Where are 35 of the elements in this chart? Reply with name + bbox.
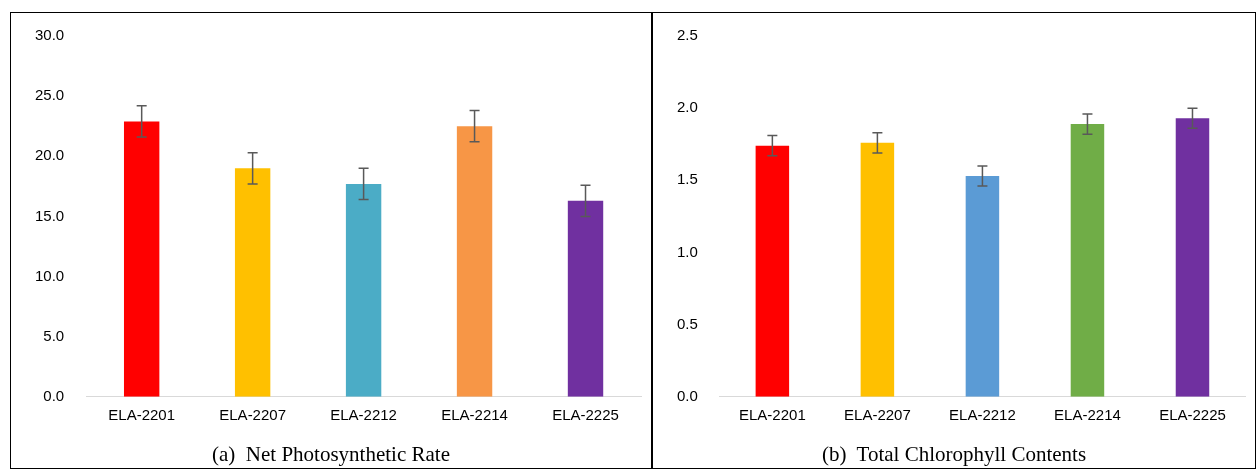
x-tick-label: ELA-2201	[108, 405, 176, 423]
y-tick-label: 1.5	[676, 170, 698, 188]
bar	[755, 145, 790, 397]
bar	[567, 200, 604, 397]
y-tick-label: 30.0	[34, 26, 65, 44]
bar	[345, 183, 382, 397]
x-tick-label: ELA-2207	[219, 405, 286, 423]
y-tick-label: 1.0	[676, 242, 698, 260]
bar	[456, 126, 493, 397]
y-tick-label: 25.0	[34, 86, 65, 104]
text: (b) Total Chlorophyll Contents	[821, 441, 1087, 466]
y-tick-label: 0.0	[43, 386, 65, 404]
x-tick-label: ELA-2214	[441, 405, 508, 423]
bar	[1175, 118, 1210, 397]
x-tick-label: ELA-2225	[1159, 405, 1226, 423]
y-tick-label: 10.0	[34, 266, 65, 284]
x-tick-label: ELA-2201	[739, 405, 806, 423]
bar	[123, 121, 160, 397]
y-tick-label: 5.0	[43, 326, 65, 344]
x-tick-label: ELA-2212	[949, 405, 1016, 423]
y-tick-label: 2.5	[676, 26, 698, 44]
y-tick-label: 20.0	[34, 146, 65, 164]
bar	[860, 142, 895, 397]
bar	[965, 175, 1000, 397]
y-tick-label: 0.5	[676, 314, 698, 332]
x-tick-label: ELA-2225	[552, 405, 619, 423]
x-tick-label: ELA-2212	[330, 405, 397, 423]
y-tick-label: 0.0	[676, 386, 698, 404]
x-tick-label: ELA-2214	[1054, 405, 1121, 423]
bar	[1070, 124, 1105, 397]
y-tick-label: 15.0	[34, 206, 65, 224]
x-tick-label: ELA-2207	[844, 405, 911, 423]
text: (a) Net Photosynthetic Rate	[212, 441, 450, 466]
bar	[234, 168, 271, 397]
y-tick-label: 2.0	[676, 98, 698, 116]
